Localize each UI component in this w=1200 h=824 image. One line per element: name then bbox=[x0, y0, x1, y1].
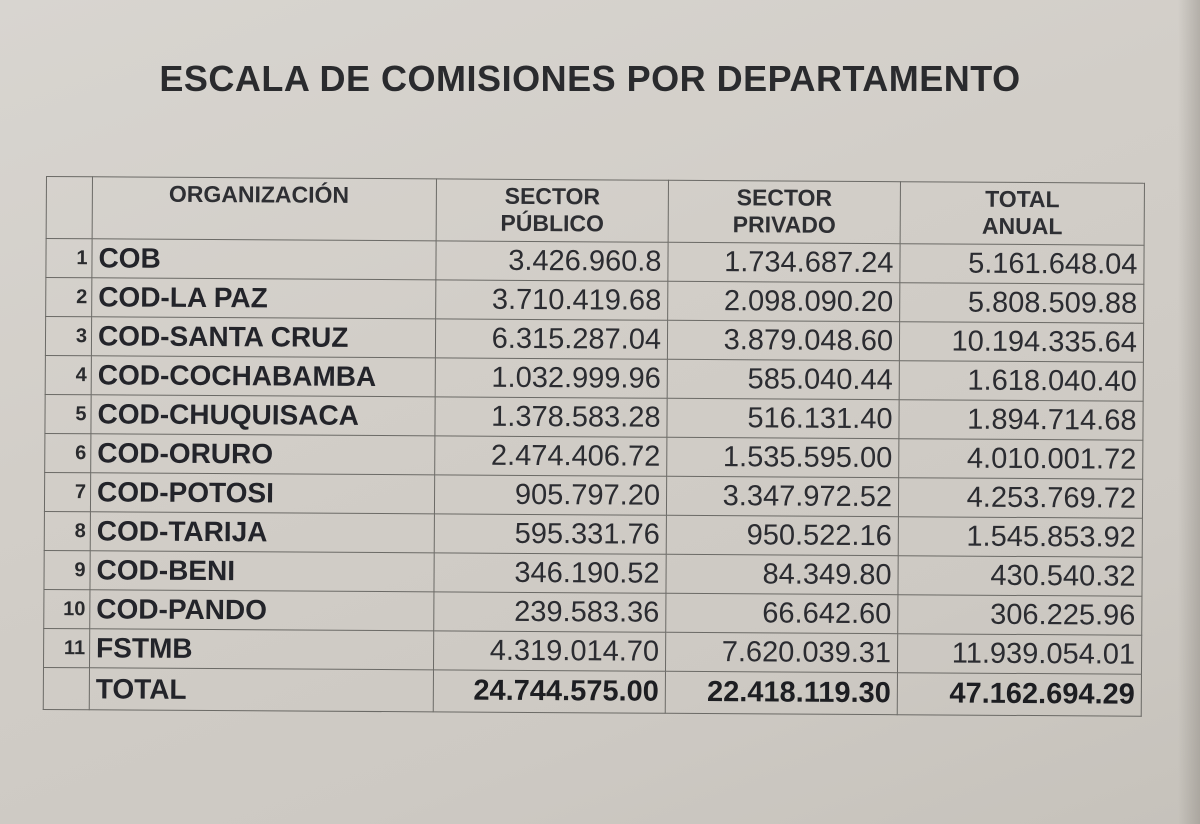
row-index: 11 bbox=[43, 628, 90, 668]
row-total-value: 306.225.96 bbox=[897, 594, 1142, 636]
total-label: TOTAL bbox=[89, 667, 434, 712]
header-annual-total: TOTAL ANUAL bbox=[900, 181, 1145, 246]
commission-table: ORGANIZACIÓN SECTOR PÚBLICO SECTOR PRIVA… bbox=[43, 176, 1145, 717]
row-public-value: 3.426.960.8 bbox=[435, 240, 669, 282]
row-index: 2 bbox=[45, 277, 92, 317]
table-total-row: TOTAL 24.744.575.00 22.418.119.30 47.162… bbox=[43, 667, 1142, 717]
row-organization: COD-SANTA CRUZ bbox=[91, 316, 436, 358]
row-total-value: 4.010.001.72 bbox=[898, 438, 1143, 480]
commission-table-wrapper: ORGANIZACIÓN SECTOR PÚBLICO SECTOR PRIVA… bbox=[43, 176, 1145, 717]
row-private-value: 1.535.595.00 bbox=[666, 437, 899, 478]
row-organization: COD-TARIJA bbox=[90, 511, 435, 553]
row-organization: COD-BENI bbox=[89, 550, 435, 592]
row-private-value: 2.098.090.20 bbox=[667, 281, 900, 322]
row-total-value: 10.194.335.64 bbox=[899, 321, 1144, 363]
row-public-value: 4.319.014.70 bbox=[433, 630, 666, 672]
paper-edge-shadow bbox=[1178, 0, 1200, 824]
row-index: 3 bbox=[45, 316, 92, 356]
header-private-line1: SECTOR bbox=[736, 184, 833, 211]
table-row: 5 COD-CHUQUISACA 1.378.583.28 516.131.40… bbox=[44, 394, 1144, 441]
row-organization: COD-PANDO bbox=[89, 589, 434, 631]
document-title: ESCALA DE COMISIONES POR DEPARTAMENTO bbox=[159, 58, 1021, 99]
total-private-value: 22.418.119.30 bbox=[665, 671, 898, 715]
row-public-value: 595.331.76 bbox=[434, 513, 667, 555]
row-total-value: 4.253.769.72 bbox=[898, 477, 1143, 519]
row-organization: COB bbox=[91, 238, 437, 280]
table-row: 7 COD-POTOSI 905.797.20 3.347.972.52 4.2… bbox=[44, 472, 1143, 519]
header-private-sector: SECTOR PRIVADO bbox=[668, 180, 901, 244]
row-organization: COD-POTOSI bbox=[90, 472, 435, 514]
row-index: 9 bbox=[43, 550, 91, 590]
row-private-value: 1.734.687.24 bbox=[667, 242, 901, 283]
table-row: 4 COD-COCHABAMBA 1.032.999.96 585.040.44… bbox=[45, 355, 1144, 402]
row-index: 6 bbox=[44, 433, 91, 473]
row-private-value: 3.347.972.52 bbox=[666, 476, 899, 517]
row-private-value: 950.522.16 bbox=[666, 515, 899, 556]
header-index-cell bbox=[46, 176, 93, 239]
table-row: 10 COD-PANDO 239.583.36 66.642.60 306.22… bbox=[43, 589, 1142, 636]
row-total-value: 1.894.714.68 bbox=[898, 399, 1144, 441]
row-index: 8 bbox=[44, 511, 91, 551]
row-private-value: 3.879.048.60 bbox=[667, 320, 900, 361]
row-private-value: 84.349.80 bbox=[665, 554, 899, 595]
row-organization: COD-COCHABAMBA bbox=[91, 355, 436, 397]
row-public-value: 6.315.287.04 bbox=[435, 318, 668, 360]
row-private-value: 585.040.44 bbox=[667, 359, 900, 400]
table-row: 8 COD-TARIJA 595.331.76 950.522.16 1.545… bbox=[44, 511, 1143, 558]
row-total-value: 5.161.648.04 bbox=[899, 243, 1145, 285]
row-public-value: 1.032.999.96 bbox=[435, 357, 668, 399]
total-annual-value: 47.162.694.29 bbox=[897, 672, 1142, 717]
header-public-sector: SECTOR PÚBLICO bbox=[436, 178, 669, 243]
total-index-cell bbox=[43, 667, 90, 710]
header-organization: ORGANIZACIÓN bbox=[92, 176, 437, 241]
table-row: 6 COD-ORURO 2.474.406.72 1.535.595.00 4.… bbox=[44, 433, 1143, 480]
header-total-line2: ANUAL bbox=[981, 212, 1063, 240]
row-public-value: 2.474.406.72 bbox=[434, 435, 667, 477]
row-public-value: 239.583.36 bbox=[433, 591, 666, 633]
row-index: 10 bbox=[43, 589, 90, 629]
row-public-value: 3.710.419.68 bbox=[435, 279, 668, 321]
row-organization: FSTMB bbox=[89, 628, 434, 670]
row-organization: COD-ORURO bbox=[90, 433, 435, 475]
row-index: 5 bbox=[44, 394, 92, 434]
row-private-value: 66.642.60 bbox=[665, 593, 898, 634]
header-public-line2: PÚBLICO bbox=[500, 209, 605, 237]
row-organization: COD-LA PAZ bbox=[91, 277, 436, 319]
row-index: 4 bbox=[45, 355, 92, 395]
row-total-value: 1.545.853.92 bbox=[898, 516, 1143, 558]
table-row: 3 COD-SANTA CRUZ 6.315.287.04 3.879.048.… bbox=[45, 316, 1144, 363]
total-public-value: 24.744.575.00 bbox=[433, 669, 666, 714]
row-index: 1 bbox=[45, 238, 93, 278]
table-row: 9 COD-BENI 346.190.52 84.349.80 430.540.… bbox=[43, 550, 1143, 597]
row-public-value: 346.190.52 bbox=[433, 552, 667, 594]
row-total-value: 1.618.040.40 bbox=[899, 360, 1144, 402]
table-row: 2 COD-LA PAZ 3.710.419.68 2.098.090.20 5… bbox=[45, 277, 1144, 324]
row-public-value: 905.797.20 bbox=[434, 474, 667, 516]
row-public-value: 1.378.583.28 bbox=[434, 396, 668, 438]
row-total-value: 5.808.509.88 bbox=[899, 282, 1144, 324]
header-public-line1: SECTOR bbox=[504, 182, 601, 210]
table-row: 1 COB 3.426.960.8 1.734.687.24 5.161.648… bbox=[45, 238, 1145, 285]
row-total-value: 11.939.054.01 bbox=[897, 633, 1142, 675]
row-private-value: 516.131.40 bbox=[666, 398, 900, 439]
row-private-value: 7.620.039.31 bbox=[665, 632, 898, 673]
row-organization: COD-CHUQUISACA bbox=[90, 394, 436, 436]
table-row: 11 FSTMB 4.319.014.70 7.620.039.31 11.93… bbox=[43, 628, 1142, 675]
header-total-line1: TOTAL bbox=[985, 185, 1060, 213]
table-header-row: ORGANIZACIÓN SECTOR PÚBLICO SECTOR PRIVA… bbox=[46, 176, 1145, 246]
row-total-value: 430.540.32 bbox=[897, 555, 1143, 597]
row-index: 7 bbox=[44, 472, 91, 512]
header-private-line2: PRIVADO bbox=[732, 211, 836, 238]
